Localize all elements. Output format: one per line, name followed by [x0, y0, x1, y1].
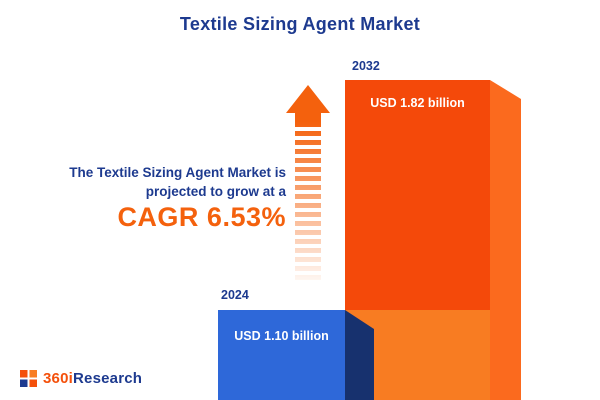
value-label-2024: USD 1.10 billion: [234, 329, 329, 343]
arrow-head-icon: [286, 85, 330, 113]
bar-2024-front-face: [218, 310, 345, 400]
brand-logo: 360iResearch: [20, 370, 142, 387]
year-label-2024: 2024: [221, 288, 249, 302]
bar-2024-side-face: [345, 310, 374, 400]
bar-2032-side-face: [490, 80, 521, 400]
page-title: Textile Sizing Agent Market: [179, 14, 421, 34]
logo-squares-icon: [20, 370, 37, 387]
logo-text: 360iResearch: [43, 370, 142, 387]
arrow-neck: [295, 113, 321, 122]
bar-2032-front-face: [345, 80, 490, 310]
logo-text-research: Research: [73, 370, 143, 387]
logo-text-360i: 360i: [43, 370, 73, 387]
growth-arrow-icon: [286, 85, 330, 285]
cagr-value: CAGR 6.53%: [117, 202, 286, 232]
annotation-line1: The Textile Sizing Agent Market is: [69, 165, 286, 180]
value-label-2032: USD 1.82 billion: [370, 96, 465, 110]
year-label-2032: 2032: [352, 59, 380, 73]
growth-annotation: The Textile Sizing Agent Market is proje…: [8, 163, 286, 232]
arrow-dashed-stem: [295, 122, 321, 280]
annotation-line2: projected to grow at a: [145, 184, 286, 199]
